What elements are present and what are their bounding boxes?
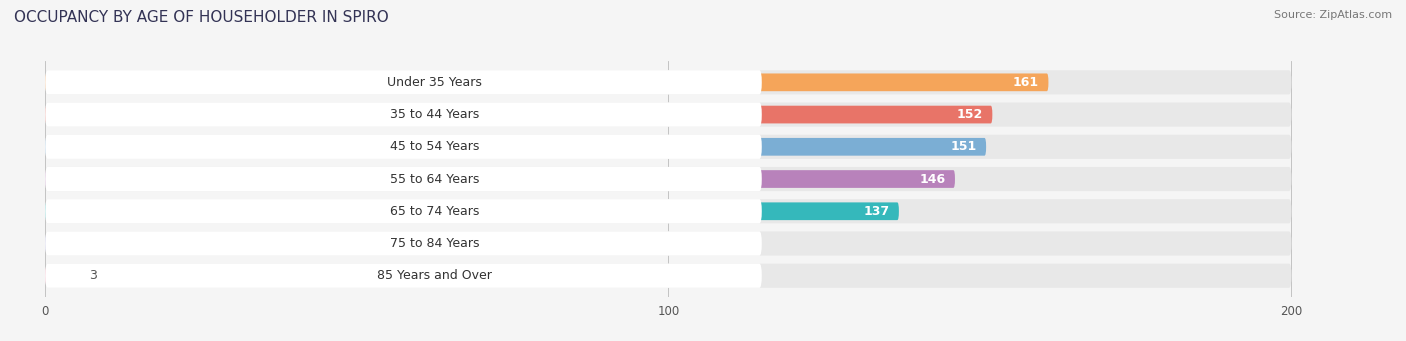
FancyBboxPatch shape: [45, 135, 1292, 159]
FancyBboxPatch shape: [45, 103, 1292, 127]
FancyBboxPatch shape: [45, 167, 1292, 191]
FancyBboxPatch shape: [45, 167, 762, 191]
Text: 137: 137: [863, 205, 890, 218]
Text: 55 to 64 Years: 55 to 64 Years: [389, 173, 479, 186]
Text: OCCUPANCY BY AGE OF HOUSEHOLDER IN SPIRO: OCCUPANCY BY AGE OF HOUSEHOLDER IN SPIRO: [14, 10, 389, 25]
FancyBboxPatch shape: [45, 264, 1292, 288]
FancyBboxPatch shape: [45, 70, 762, 94]
FancyBboxPatch shape: [45, 73, 1049, 91]
Text: 75 to 84 Years: 75 to 84 Years: [389, 237, 479, 250]
FancyBboxPatch shape: [45, 135, 762, 159]
FancyBboxPatch shape: [45, 138, 986, 155]
Text: 152: 152: [956, 108, 983, 121]
FancyBboxPatch shape: [45, 203, 898, 220]
FancyBboxPatch shape: [45, 106, 993, 123]
Text: 161: 161: [1012, 76, 1039, 89]
Text: 85: 85: [548, 237, 565, 250]
FancyBboxPatch shape: [45, 199, 762, 223]
FancyBboxPatch shape: [45, 103, 762, 127]
FancyBboxPatch shape: [45, 232, 762, 255]
FancyBboxPatch shape: [45, 70, 1292, 94]
FancyBboxPatch shape: [45, 199, 1292, 223]
FancyBboxPatch shape: [45, 267, 63, 285]
Text: 35 to 44 Years: 35 to 44 Years: [389, 108, 479, 121]
Text: 85 Years and Over: 85 Years and Over: [377, 269, 492, 282]
Text: 146: 146: [920, 173, 946, 186]
Text: 45 to 54 Years: 45 to 54 Years: [389, 140, 479, 153]
FancyBboxPatch shape: [45, 235, 575, 252]
FancyBboxPatch shape: [45, 264, 762, 288]
Text: 151: 151: [950, 140, 977, 153]
FancyBboxPatch shape: [45, 170, 955, 188]
Text: Source: ZipAtlas.com: Source: ZipAtlas.com: [1274, 10, 1392, 20]
Text: 3: 3: [89, 269, 97, 282]
Text: 65 to 74 Years: 65 to 74 Years: [389, 205, 479, 218]
Text: Under 35 Years: Under 35 Years: [387, 76, 482, 89]
FancyBboxPatch shape: [45, 232, 1292, 255]
